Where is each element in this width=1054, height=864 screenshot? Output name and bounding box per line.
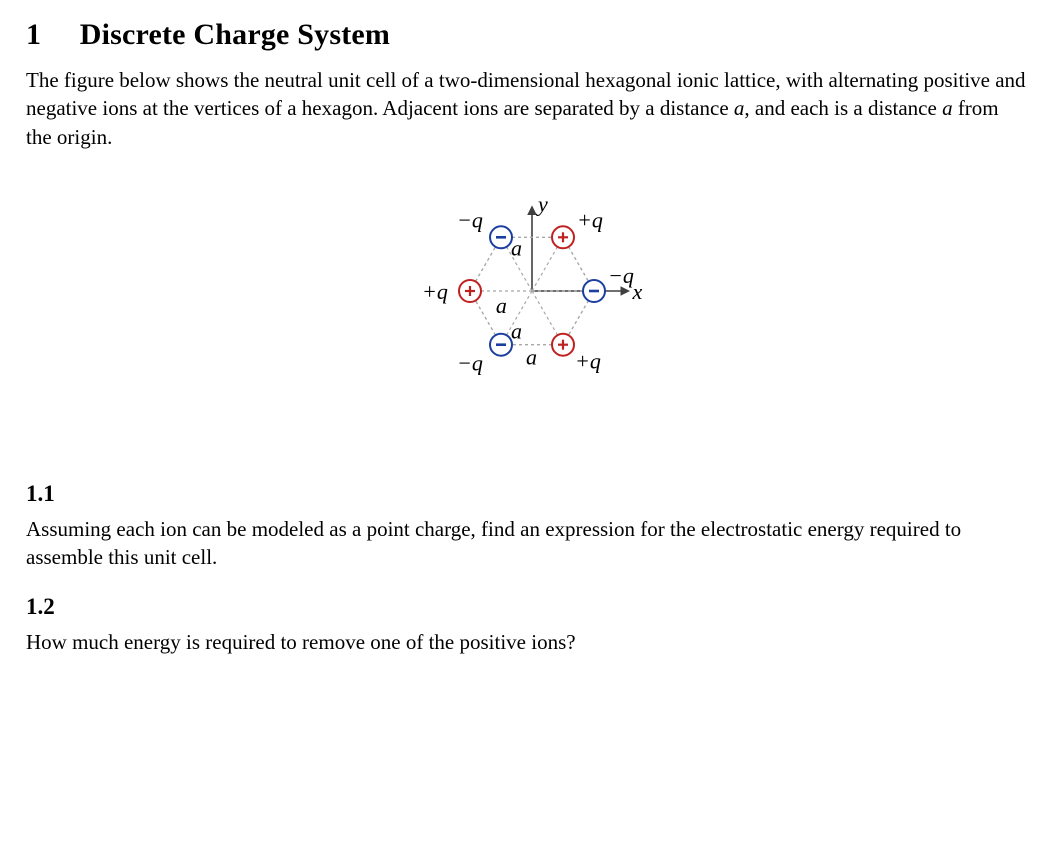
intro-paragraph: The figure below shows the neutral unit … (26, 66, 1026, 151)
figure-container: xy+q−q+q−q+q−qaaaa (26, 181, 1028, 391)
subsection-2-heading: 1.2 (26, 594, 1028, 620)
hexagon-lattice-diagram: xy+q−q+q−q+q−qaaaa (377, 181, 677, 391)
section-heading: 1 Discrete Charge System (26, 18, 1028, 52)
subsection-1-heading: 1.1 (26, 481, 1028, 507)
section-title: Discrete Charge System (80, 18, 390, 51)
distance-label: a (496, 293, 507, 318)
page: 1 Discrete Charge System The figure belo… (0, 0, 1054, 714)
intro-text-2: , and each is a distance (744, 96, 942, 120)
distance-label: a (511, 235, 522, 260)
charge-label: −q (457, 351, 483, 376)
charge-label: +q (422, 279, 448, 304)
charge-label: −q (608, 263, 634, 288)
charge-label: +q (577, 207, 603, 232)
intro-var-a-1: a (734, 96, 745, 120)
subsection-1-text: Assuming each ion can be modeled as a po… (26, 515, 1026, 572)
intro-var-a-2: a (942, 96, 953, 120)
distance-label: a (511, 319, 522, 344)
y-axis-label: y (536, 191, 548, 216)
subsection-2-text: How much energy is required to remove on… (26, 628, 1026, 656)
section-number: 1 (26, 18, 72, 52)
charge-label: −q (457, 207, 483, 232)
distance-label: a (526, 345, 537, 370)
charge-label: +q (575, 349, 601, 374)
